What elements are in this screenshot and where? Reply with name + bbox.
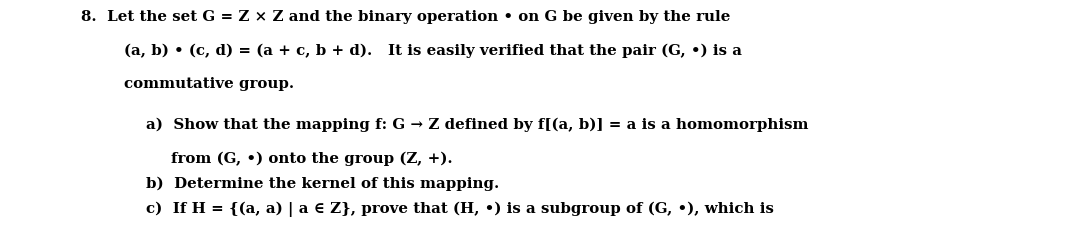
Text: from (G, •) onto the group (Z, +).: from (G, •) onto the group (Z, +). bbox=[171, 152, 453, 166]
Text: a)  Show that the mapping f: G → Z defined by f[(a, b)] = a is a homomorphism: a) Show that the mapping f: G → Z define… bbox=[146, 118, 808, 132]
Text: b)  Determine the kernel of this mapping.: b) Determine the kernel of this mapping. bbox=[146, 177, 499, 191]
Text: (a, b) • (c, d) = (a + c, b + d).   It is easily verified that the pair (G, •) i: (a, b) • (c, d) = (a + c, b + d). It is … bbox=[124, 44, 742, 58]
Text: 8.  Let the set G = Z × Z and the binary operation • on G be given by the rule: 8. Let the set G = Z × Z and the binary … bbox=[81, 10, 730, 24]
Text: c)  If H = {(a, a) | a ∈ Z}, prove that (H, •) is a subgroup of (G, •), which is: c) If H = {(a, a) | a ∈ Z}, prove that (… bbox=[146, 202, 773, 217]
Text: commutative group.: commutative group. bbox=[124, 77, 295, 91]
